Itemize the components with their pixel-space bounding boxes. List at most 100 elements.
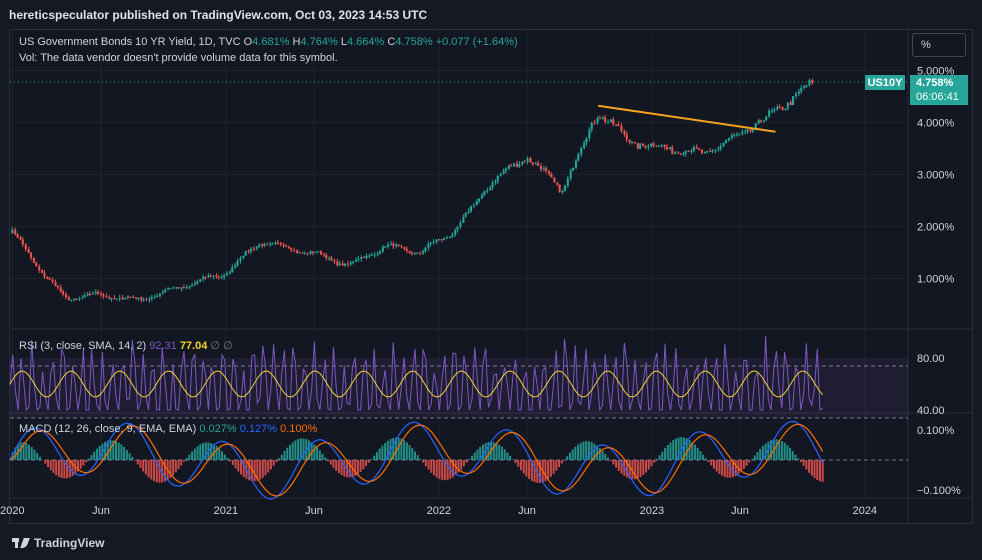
candle-body: [682, 153, 685, 155]
candle-body: [768, 110, 771, 117]
macd-hist-bar: [256, 460, 259, 481]
candle-body: [73, 298, 76, 300]
macd-hist-bar: [487, 442, 490, 460]
candle-body: [751, 128, 754, 132]
macd-hist-bar: [552, 460, 555, 474]
macd-hist-bar: [397, 437, 400, 460]
volume-note: Vol: The data vendor doesn't provide vol…: [19, 52, 338, 64]
publisher-bar: hereticspeculator published on TradingVi…: [0, 0, 982, 29]
macd-hist-bar: [115, 441, 118, 460]
macd-hist-bar: [666, 445, 669, 460]
macd-hist-bar: [210, 443, 213, 460]
candle-body: [102, 294, 105, 297]
macd-hist-bar: [430, 460, 433, 473]
candle-body: [113, 298, 116, 300]
macd-hist-bar: [28, 444, 31, 460]
candle-body: [542, 168, 545, 170]
candle-body: [690, 150, 693, 152]
rsi-label: RSI (3, close, SMA, 14, 2): [19, 340, 147, 352]
candle-body: [695, 147, 698, 149]
candle-body: [11, 229, 14, 234]
macd-hist-bar: [634, 460, 637, 480]
macd-hist-bar: [419, 458, 422, 460]
candle-body: [263, 244, 266, 247]
macd-hist-bar: [789, 447, 792, 460]
candle-body: [534, 163, 537, 165]
macd-hist-bar: [354, 460, 357, 476]
macd-hist-bar: [52, 460, 55, 473]
macd-hist-bar: [704, 458, 707, 460]
candle-body: [437, 239, 440, 241]
macd-hist-bar: [745, 460, 748, 466]
macd-hist-bar: [356, 460, 359, 475]
macd-hist-bar: [172, 460, 175, 476]
macd-hist-bar: [112, 440, 115, 460]
macd-hist-bar: [11, 452, 14, 460]
candle-body: [121, 297, 124, 300]
macd-hist-bar: [604, 454, 607, 460]
candle-body: [252, 248, 255, 250]
candle-body: [647, 146, 650, 148]
macd-hist-bar: [617, 460, 620, 471]
macd-hist-bar: [378, 448, 381, 460]
macd-hist-bar: [759, 448, 762, 460]
macd-hist-bar: [337, 460, 340, 474]
candle-body: [789, 102, 792, 106]
candle-body: [808, 80, 811, 86]
candle-body: [296, 250, 299, 253]
macd-hist-bar: [90, 455, 93, 460]
candle-body: [333, 260, 336, 262]
candle-body: [32, 257, 35, 263]
macd-hist-bar: [476, 449, 479, 460]
price-tick-label: 4.000%: [917, 117, 955, 129]
candle-body: [317, 251, 320, 253]
macd-hist-bar: [791, 451, 794, 460]
candle-body: [357, 258, 360, 260]
candle-body: [303, 252, 306, 254]
macd-hist-bar: [721, 460, 724, 476]
macd-hist-bar: [297, 439, 300, 460]
symbol-title: US Government Bonds 10 YR Yield, 1D, TVC: [19, 36, 241, 48]
candle-body: [137, 297, 140, 299]
candle-body: [636, 142, 639, 149]
macd-hist-bar: [533, 460, 536, 483]
macd-hist-bar: [462, 460, 465, 467]
candle-body: [193, 283, 197, 286]
last-price-label: 4.758%: [916, 77, 954, 89]
tradingview-logo[interactable]: TradingView: [12, 536, 104, 550]
candle-body: [773, 109, 776, 111]
candle-body: [196, 281, 199, 284]
macd-hist-bar: [577, 444, 580, 460]
time-tick-label: 2020: [0, 505, 24, 517]
candle-body: [384, 246, 387, 248]
macd-hist-bar: [509, 455, 512, 460]
candle-body: [70, 299, 73, 301]
candle-body: [663, 144, 666, 147]
macd-hist-bar: [443, 460, 446, 481]
candle-body: [226, 273, 229, 276]
macd-hist-bar: [142, 460, 145, 472]
macd-hist-bar: [729, 460, 732, 478]
macd-hist-bar: [201, 443, 204, 460]
candle-body: [16, 234, 19, 238]
macd-hist-bar: [525, 460, 528, 477]
macd-hist-bar: [761, 445, 764, 460]
macd-hist-bar: [748, 460, 751, 463]
rsi-tick-label: 80.00: [917, 353, 945, 365]
macd-hist-bar: [598, 448, 601, 460]
candle-body: [352, 261, 355, 263]
macd-hist-bar: [218, 448, 221, 460]
candle-body: [719, 145, 722, 149]
macd-hist-bar: [221, 451, 224, 460]
macd-hist-bar: [560, 460, 563, 464]
macd-hist-bar: [392, 438, 395, 460]
macd-hist-bar: [375, 452, 378, 460]
candle-body: [757, 120, 760, 124]
candle-body: [424, 247, 427, 252]
macd-hist-bar: [691, 442, 694, 460]
percent-scale-button[interactable]: %: [912, 33, 966, 57]
macd-hist-bar: [182, 460, 185, 462]
candle-body: [261, 244, 264, 247]
candle-body: [19, 237, 22, 240]
